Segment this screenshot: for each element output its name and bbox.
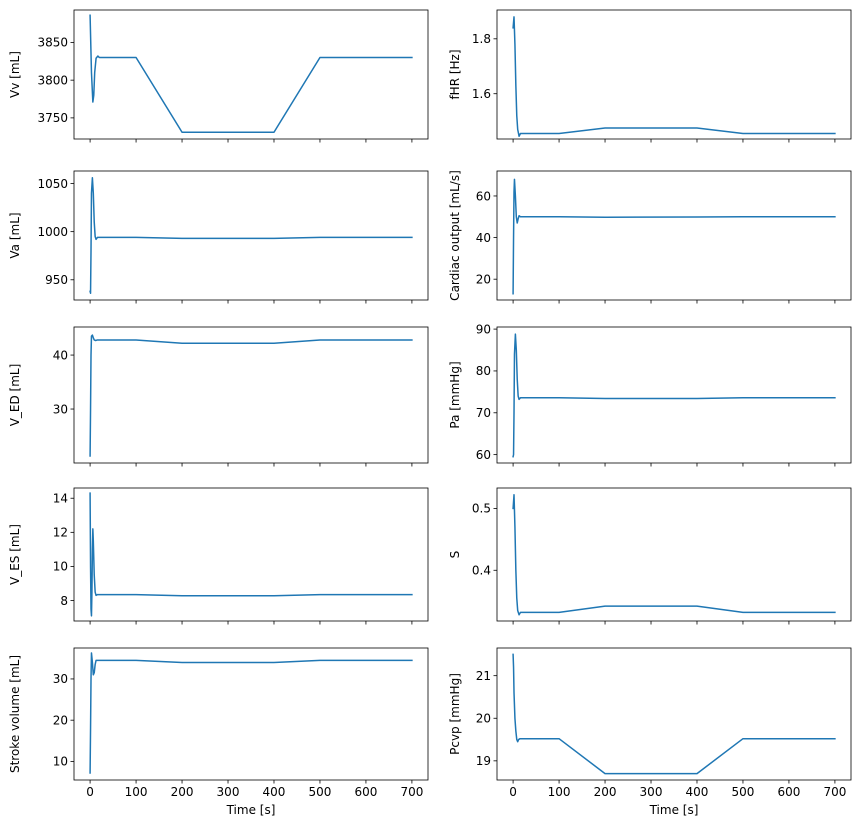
y-tick-label: 60 — [476, 189, 491, 203]
series-line — [512, 16, 836, 138]
x-tick-label: 300 — [217, 785, 240, 799]
y-tick-label: 60 — [476, 448, 491, 462]
y-axis-label: S — [448, 551, 462, 559]
x-tick-label: 600 — [354, 785, 377, 799]
subplot-5: 30 40 V_ED [mL] — [8, 326, 429, 467]
y-tick-label: 19 — [476, 754, 491, 768]
y-tick-label: 12 — [53, 526, 68, 540]
y-tick-label: 80 — [476, 364, 491, 378]
axes-frame — [496, 170, 852, 301]
x-tick-label: 700 — [400, 785, 423, 799]
series-line — [89, 14, 413, 133]
x-tick-label: 0 — [86, 785, 94, 799]
x-axis-label: Time [s] — [649, 803, 699, 817]
series-line — [512, 494, 836, 616]
x-tick-label: 500 — [309, 785, 332, 799]
x-tick-label: 0 — [509, 785, 517, 799]
y-tick-label: 30 — [53, 672, 68, 686]
axes-frame — [496, 487, 852, 622]
subplot-4: 20 40 60 Cardiac output [mL/s] — [448, 170, 852, 304]
y-tick-label: 950 — [45, 273, 68, 287]
axes-frame — [73, 326, 429, 464]
subplot-8: 0.4 0.5 S — [448, 487, 852, 625]
y-tick-label: 20 — [53, 713, 68, 727]
subplot-2: 1.6 1.8 fHR [Hz] — [448, 9, 852, 143]
x-tick-label: 700 — [823, 785, 846, 799]
axes-frame — [496, 9, 852, 140]
x-tick-label: 400 — [686, 785, 709, 799]
y-axis-label: Pcvp [mmHg] — [448, 673, 462, 755]
x-tick-label: 200 — [171, 785, 194, 799]
y-tick-label: 1050 — [37, 177, 68, 191]
axes-frame — [73, 487, 429, 622]
series-line — [512, 333, 836, 458]
x-tick-label: 500 — [732, 785, 755, 799]
y-tick-label: 1.6 — [472, 87, 491, 101]
y-tick-label: 21 — [476, 669, 491, 683]
y-axis-label: Stroke volume [mL] — [8, 655, 22, 773]
y-tick-label: 0.5 — [472, 502, 491, 516]
y-axis-label: fHR [Hz] — [448, 49, 462, 99]
x-tick-label: 100 — [548, 785, 571, 799]
series-line — [512, 178, 836, 295]
y-axis-label: Pa [mmHg] — [448, 361, 462, 428]
y-tick-label: 3850 — [37, 36, 68, 50]
y-axis-label: V_ES [mL] — [8, 524, 22, 585]
y-tick-label: 20 — [476, 712, 491, 726]
axes-frame — [496, 326, 852, 464]
y-tick-label: 8 — [60, 594, 68, 608]
y-axis-label: Cardiac output [mL/s] — [448, 170, 462, 301]
subplot-3: 950 1000 1050 Va [mL] — [8, 170, 429, 304]
y-tick-label: 70 — [476, 406, 491, 420]
y-tick-label: 20 — [476, 272, 491, 286]
subplot-10: 0 100 200 300 400 500 600 700 19 20 21 Pcvp [mmHg] T… — [448, 647, 852, 817]
y-tick-label: 1.8 — [472, 32, 491, 46]
x-axis-label: Time [s] — [226, 803, 276, 817]
axes-frame — [73, 170, 429, 301]
y-tick-label: 0.4 — [472, 564, 491, 578]
axes-frame — [73, 647, 429, 781]
y-tick-label: 14 — [53, 492, 68, 506]
y-axis-label: Vv [mL] — [8, 51, 22, 98]
subplot-1: 3750 3800 3850 Vv [mL] — [8, 9, 429, 143]
x-tick-label: 100 — [125, 785, 148, 799]
x-tick-label: 200 — [594, 785, 617, 799]
y-axis-label: Va [mL] — [8, 212, 22, 258]
y-tick-label: 40 — [53, 348, 68, 362]
axes-frame — [73, 9, 429, 140]
y-tick-label: 10 — [53, 755, 68, 769]
y-tick-label: 3750 — [37, 111, 68, 125]
axes-frame — [496, 647, 852, 781]
y-axis-label: V_ED [mL] — [8, 364, 22, 427]
y-tick-label: 10 — [53, 560, 68, 574]
series-line — [89, 334, 413, 457]
series-line — [89, 652, 413, 774]
y-tick-label: 30 — [53, 402, 68, 416]
y-tick-label: 40 — [476, 231, 491, 245]
series-line — [512, 653, 836, 775]
series-line — [89, 492, 413, 617]
subplot-7: 8 10 12 14 V_ES [mL] — [8, 487, 429, 625]
x-tick-label: 600 — [777, 785, 800, 799]
series-line — [89, 176, 413, 295]
subplot-9: 0 100 200 300 400 500 600 700 10 20 30 Stroke volum… — [8, 647, 429, 817]
subplot-6: 60 70 80 90 Pa [mmHg] — [448, 322, 852, 467]
x-tick-label: 300 — [640, 785, 663, 799]
y-tick-label: 90 — [476, 322, 491, 336]
y-tick-label: 3800 — [37, 73, 68, 87]
y-tick-label: 1000 — [37, 225, 68, 239]
x-tick-label: 400 — [263, 785, 286, 799]
